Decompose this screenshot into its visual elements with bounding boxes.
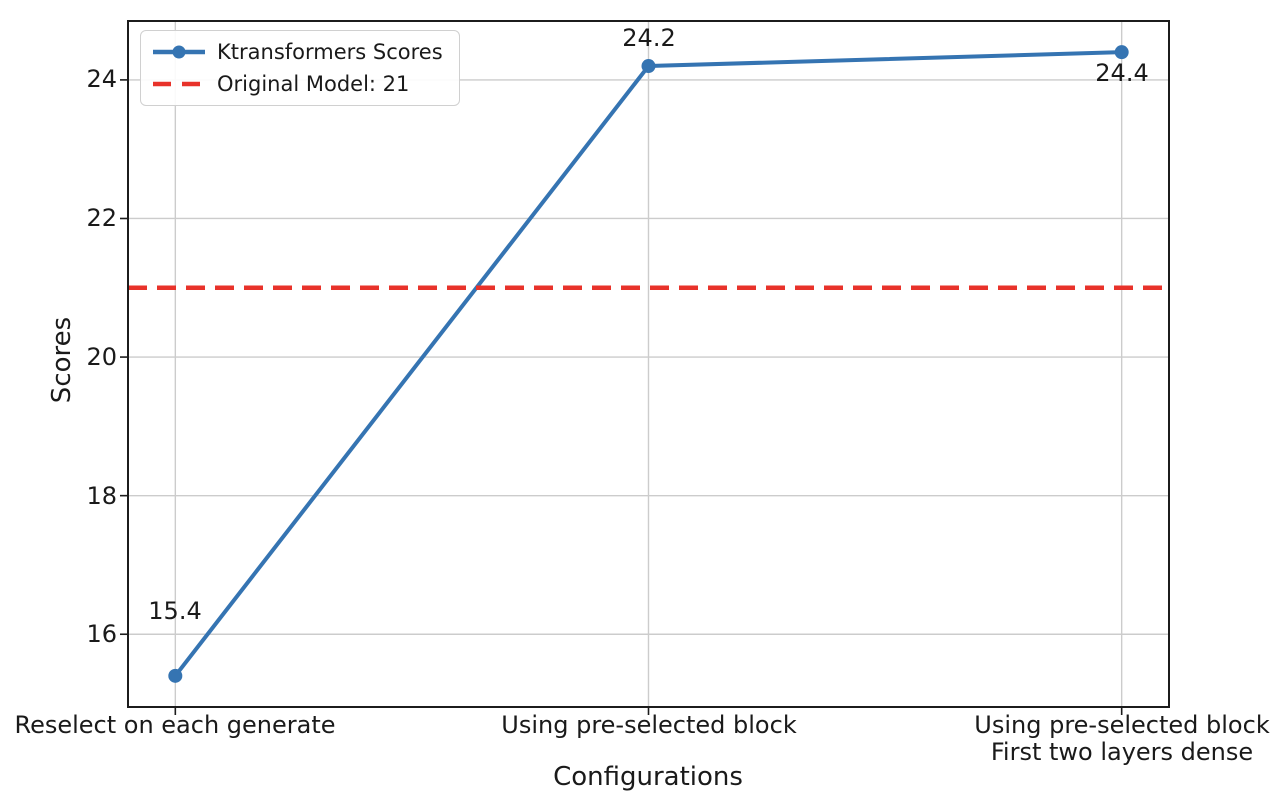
y-tick-label-24: 24 (86, 65, 117, 93)
data-label-15-4: 15.4 (148, 597, 202, 625)
legend-entry-ktransformers: Ktransformers Scores (151, 37, 443, 67)
data-label-24-2: 24.2 (622, 24, 676, 52)
y-tick-label-22: 22 (86, 204, 117, 232)
legend-label-original-model: Original Model: 21 (217, 72, 410, 96)
data-label-24-4: 24.4 (1095, 59, 1149, 87)
x-tick-label-preselected: Using pre-selected block (501, 711, 797, 739)
legend-label-ktransformers: Ktransformers Scores (217, 40, 443, 64)
x-tick-label-preselected-dense: Using pre-selected block First two layer… (974, 711, 1270, 766)
y-axis-title: Scores (47, 316, 77, 404)
legend: Ktransformers Scores Original Model: 21 (140, 30, 460, 106)
legend-line-marker-icon (153, 45, 205, 59)
x-axis-title: Configurations (553, 762, 743, 792)
y-tick-label-16: 16 (86, 620, 117, 648)
y-tick-label-18: 18 (86, 482, 117, 510)
legend-dashed-line-icon (153, 81, 205, 87)
legend-entry-original-model: Original Model: 21 (151, 69, 443, 99)
y-tick-label-20: 20 (86, 343, 117, 371)
x-tick-label-reselect: Reselect on each generate (14, 711, 336, 739)
